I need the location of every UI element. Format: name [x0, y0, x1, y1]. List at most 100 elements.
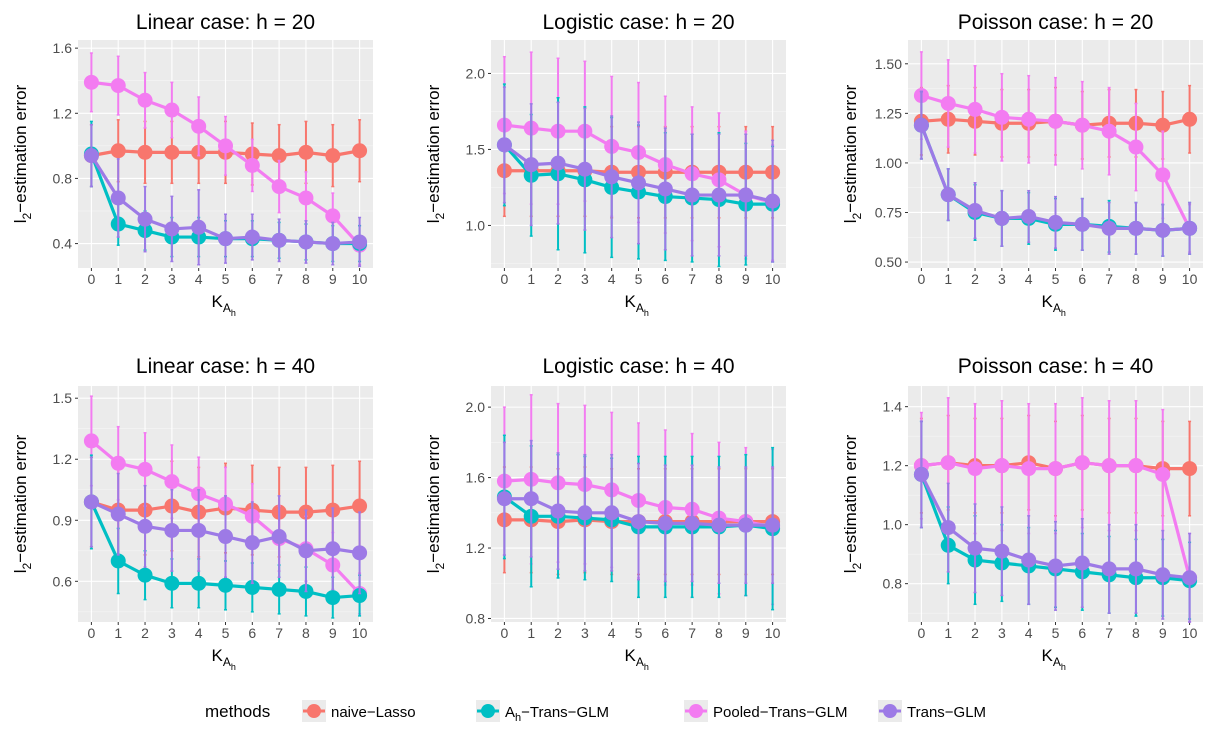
data-point	[994, 109, 1010, 125]
data-point	[325, 236, 341, 252]
data-point	[244, 535, 260, 551]
panel-title: Logistic case: h = 40	[542, 355, 734, 378]
x-tick-label: 2	[554, 271, 562, 287]
data-point	[298, 234, 314, 250]
x-tick-label: 7	[688, 625, 696, 641]
data-point	[1048, 461, 1063, 477]
data-point	[631, 514, 646, 530]
x-tick-label: 0	[501, 271, 509, 287]
data-point	[657, 181, 673, 197]
x-tick-label: 10	[1182, 625, 1198, 641]
y-tick-label: 0.50	[875, 254, 902, 270]
data-point	[191, 575, 207, 591]
data-point	[1155, 567, 1171, 583]
x-tick-label: 6	[661, 271, 669, 287]
data-point	[218, 138, 233, 154]
panel-title: Linear case: h = 40	[136, 355, 315, 378]
panel-linear-case-h-40: 0.6 0.9 1.2 1.5 0 1 2 3 4 5 6 7 8 9 10 Linear case: h =…	[11, 355, 373, 672]
panel-title: Poisson case: h = 20	[958, 11, 1154, 34]
x-tick-label: 9	[742, 625, 750, 641]
data-point	[164, 522, 180, 538]
x-tick-label: 4	[1025, 271, 1033, 287]
data-point	[137, 211, 153, 227]
data-point	[1128, 561, 1144, 577]
x-tick-label: 9	[329, 271, 337, 287]
x-tick-label: 9	[329, 625, 337, 641]
legend-key-point	[689, 704, 703, 718]
x-tick-label: 9	[1159, 271, 1167, 287]
x-tick-label: 3	[581, 625, 589, 641]
x-tick-label: 0	[918, 271, 926, 287]
legend-label: naive−Lasso	[331, 704, 416, 721]
data-point	[325, 541, 341, 557]
data-point	[1074, 455, 1090, 471]
x-tick-label: 0	[918, 625, 926, 641]
x-tick-label: 10	[352, 271, 368, 287]
data-point	[352, 143, 368, 159]
x-tick-label: 3	[168, 271, 176, 287]
x-tick-label: 0	[501, 625, 509, 641]
x-tick-label: 1	[114, 271, 122, 287]
x-tick-label: 6	[1078, 271, 1086, 287]
x-tick-label: 3	[998, 625, 1006, 641]
x-tick-label: 7	[688, 271, 696, 287]
data-point	[164, 474, 180, 490]
data-point	[1101, 561, 1117, 577]
x-tick-label: 7	[275, 625, 283, 641]
data-point	[1182, 220, 1198, 236]
data-point	[496, 491, 512, 507]
data-point	[765, 517, 781, 533]
data-point	[657, 515, 673, 531]
data-point	[271, 179, 287, 195]
x-axis-label: KAh	[625, 292, 649, 318]
data-point	[967, 101, 983, 117]
data-point	[1021, 461, 1037, 477]
data-point	[913, 117, 929, 133]
data-point	[352, 234, 368, 250]
x-tick-label: 3	[581, 271, 589, 287]
legend-item-trans-glm: Trans−GLM	[878, 700, 986, 722]
y-tick-label: 0.6	[53, 573, 73, 589]
data-point	[940, 95, 956, 111]
data-point	[967, 203, 983, 219]
series-trans-glm	[913, 90, 1198, 257]
x-tick-label: 5	[1052, 271, 1060, 287]
panel-title: Poisson case: h = 40	[958, 355, 1154, 378]
data-point	[1155, 222, 1171, 238]
y-tick-label: 0.8	[53, 170, 73, 186]
data-point	[218, 231, 233, 247]
data-point	[577, 505, 593, 521]
data-point	[1074, 117, 1090, 133]
data-point	[913, 467, 929, 482]
x-tick-label: 6	[1078, 625, 1086, 641]
x-tick-label: 4	[608, 271, 616, 287]
data-point	[994, 458, 1010, 474]
x-tick-label: 6	[248, 271, 256, 287]
data-point	[711, 187, 727, 203]
legend-item-pooled-trans-glm: Pooled−Trans−GLM	[684, 700, 848, 722]
legend-label: Ah−Trans−GLM	[505, 704, 609, 724]
data-point	[298, 543, 314, 559]
data-point	[684, 515, 700, 531]
data-point	[191, 118, 207, 134]
data-point	[631, 175, 646, 191]
x-tick-label: 4	[195, 271, 203, 287]
series-trans-glm	[913, 420, 1198, 623]
data-point	[967, 461, 983, 477]
panel-linear-case-h-20: 0.4 0.8 1.2 1.6 0 1 2 3 4 5 6 7 8 9 10 Linear case: h =…	[11, 11, 373, 318]
legend-key-point	[307, 704, 321, 718]
y-tick-label: 1.0	[883, 517, 903, 533]
y-tick-label: 1.4	[883, 399, 903, 415]
x-tick-label: 10	[1182, 271, 1198, 287]
data-point	[550, 503, 566, 519]
legend-label: Pooled−Trans−GLM	[713, 704, 848, 721]
data-point	[684, 187, 700, 203]
data-point	[1021, 208, 1037, 224]
data-point	[244, 157, 260, 173]
x-tick-label: 8	[302, 271, 310, 287]
x-tick-label: 6	[661, 625, 669, 641]
data-point	[711, 517, 727, 533]
data-point	[325, 208, 341, 224]
data-point	[1021, 552, 1037, 568]
data-point	[271, 581, 287, 597]
